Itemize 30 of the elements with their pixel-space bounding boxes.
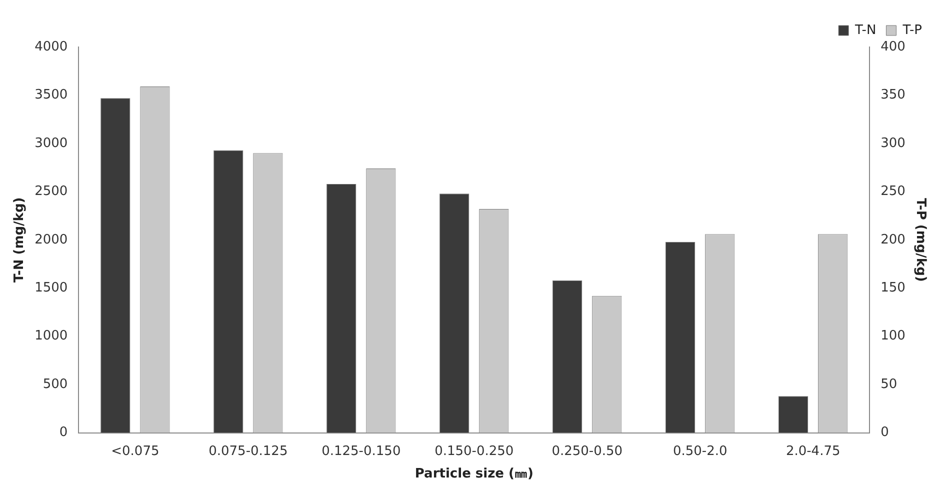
y2-tick-label: 250	[880, 184, 906, 200]
y2-tick-label: 200	[880, 232, 906, 248]
y-tick-label: 3500	[34, 88, 68, 103]
y-tick-label: 1500	[34, 280, 68, 296]
x-tick-label: 2.0-4.75	[786, 444, 840, 459]
x-axis-title: Particle size (㎜)	[414, 466, 534, 482]
y-tick-label: 1000	[34, 328, 68, 344]
x-tick-label: 0.125-0.150	[322, 444, 401, 459]
legend-label: T-P	[902, 22, 922, 38]
y2-tick-label: 300	[880, 136, 906, 151]
y-tick-label: 2500	[34, 184, 68, 200]
x-tick-label: 0.250-0.50	[552, 444, 623, 459]
y2-tick-label: 150	[880, 280, 906, 296]
y-axis-title: T-N (mg/kg)	[12, 197, 28, 282]
y-tick-label: 0	[59, 425, 68, 440]
x-tick-label: 0.50-2.0	[672, 444, 728, 459]
y2-tick-label: 0	[880, 425, 889, 440]
y-tick-label: 500	[42, 376, 68, 392]
y-tick-label: 2000	[34, 232, 68, 248]
y2-tick-label: 350	[880, 88, 906, 103]
y2-axis-title: T-P (mg/kg)	[912, 198, 928, 282]
y2-tick-label: 50	[880, 376, 898, 392]
y2-tick-label: 400	[880, 39, 906, 54]
y2-tick-label: 100	[880, 328, 906, 344]
legend-label: T-N	[854, 22, 876, 38]
x-tick-label: 0.075-0.125	[208, 444, 288, 459]
x-tick-label: 0.150-0.250	[434, 444, 514, 459]
y-tick-label: 3000	[34, 136, 68, 151]
y-tick-label: 4000	[34, 39, 68, 54]
x-tick-label: <0.075	[111, 444, 160, 459]
